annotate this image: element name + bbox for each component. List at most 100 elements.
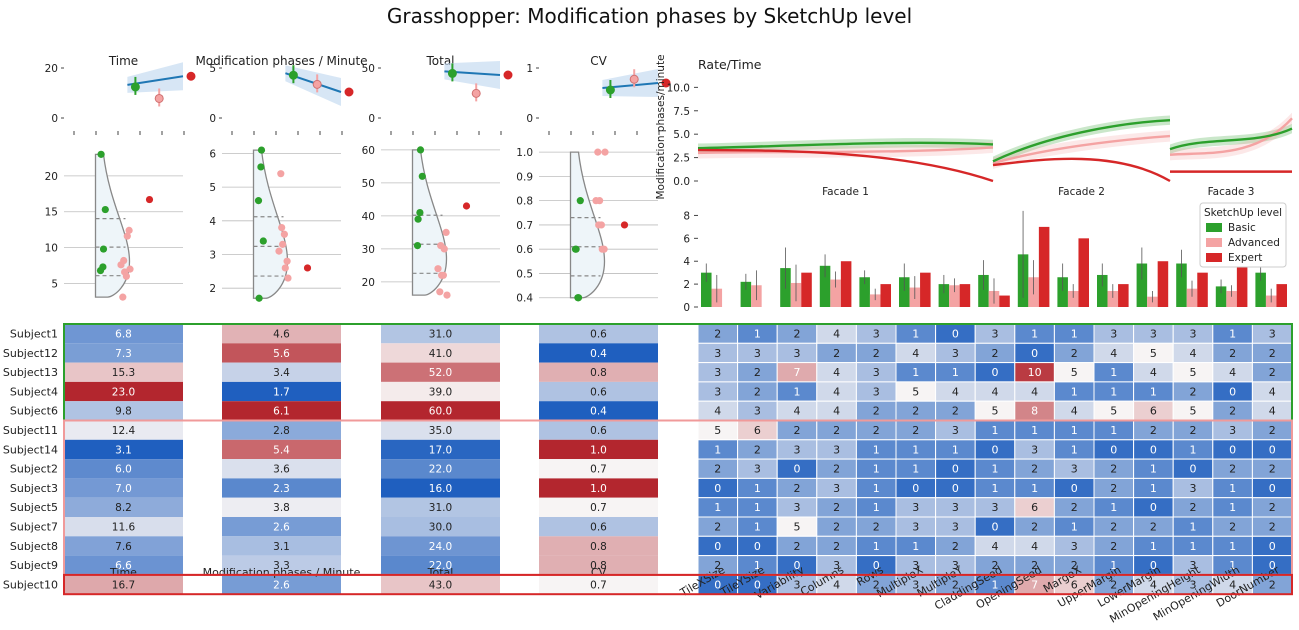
param-cell-value: 0 xyxy=(1269,443,1276,456)
param-cell-value: 4 xyxy=(833,578,840,591)
subject-point xyxy=(279,240,287,248)
facade-label: Facade 1 xyxy=(822,186,869,198)
param-cell-value: 1 xyxy=(754,521,761,534)
subject-point xyxy=(598,245,606,253)
subject-point xyxy=(416,146,425,154)
param-cell-value: 0 xyxy=(714,482,721,495)
param-cell-value: 2 xyxy=(794,424,801,437)
param-cell-value: 3 xyxy=(714,366,721,379)
rate-ytick-label: 10.0 xyxy=(667,82,690,94)
param-cell-value: 0 xyxy=(794,559,801,572)
heatmap-cell xyxy=(222,574,341,595)
param-cell-value: 6 xyxy=(1031,501,1038,514)
param-cell-value: 5 xyxy=(992,405,999,418)
heatmap-cell xyxy=(381,362,500,382)
heatmap-cell-value: 7.0 xyxy=(115,483,132,495)
heatmap-cell-value: 24.0 xyxy=(429,541,452,553)
top-ytick-label: 20 xyxy=(45,63,58,75)
param-cell-value: 0 xyxy=(873,559,880,572)
param-cell-value: 5 xyxy=(1190,366,1197,379)
heatmap-cell xyxy=(64,362,183,382)
heatmap-cell xyxy=(64,555,183,575)
heatmap-cell xyxy=(222,343,341,363)
bar-basic xyxy=(701,272,712,307)
rate-line-advanced xyxy=(992,134,1171,165)
subject-point xyxy=(414,215,422,223)
bar-expert xyxy=(920,272,931,307)
heatmap-cell xyxy=(539,401,658,421)
param-cell-value: 1 xyxy=(952,443,959,456)
param-cell-value: 3 xyxy=(1110,328,1117,341)
subject-label: Subject12 xyxy=(3,347,58,360)
param-cell-value: 4 xyxy=(1229,366,1236,379)
param-cell-value: 0 xyxy=(1110,443,1117,456)
subject-label: Subject14 xyxy=(3,443,58,456)
param-cell-value: 5 xyxy=(1150,347,1157,360)
subject-label: Subject7 xyxy=(10,521,58,534)
subject-point xyxy=(462,202,471,210)
param-cell-value: 1 xyxy=(714,443,721,456)
heatmap-cell xyxy=(222,381,341,402)
param-cell-value: 2 xyxy=(1229,347,1236,360)
param-cell-value: 6 xyxy=(754,424,761,437)
param-cell-value: 1 xyxy=(754,328,761,341)
violin-ytick-label: 0.6 xyxy=(516,244,533,256)
legend-label: Advanced xyxy=(1228,237,1280,249)
top-ytick-label: 0 xyxy=(209,113,216,125)
bar-expert xyxy=(999,295,1010,307)
param-cell-value: 3 xyxy=(1190,578,1197,591)
param-cell-value: 3 xyxy=(1150,328,1157,341)
subject-point xyxy=(99,263,107,271)
param-cell-value: 4 xyxy=(1229,578,1236,591)
param-cell-value: 0 xyxy=(952,463,959,476)
param-cell-value: 2 xyxy=(833,424,840,437)
param-cell-value: 3 xyxy=(794,578,801,591)
param-cell-value: 3 xyxy=(833,482,840,495)
param-cell-value: 4 xyxy=(833,385,840,398)
param-cell-value: 2 xyxy=(1269,501,1276,514)
param-cell-value: 2 xyxy=(1269,463,1276,476)
heatmap-cell-value: 3.3 xyxy=(273,560,290,572)
heatmap-cell xyxy=(222,439,341,460)
param-cell-value: 2 xyxy=(952,540,959,553)
heatmap-cell-value: 3.4 xyxy=(273,367,290,379)
group-mean-point xyxy=(186,71,196,81)
heatmap-cell-value: 5.4 xyxy=(273,444,290,456)
param-cell-value: 0 xyxy=(754,578,761,591)
heatmap-cell xyxy=(222,555,341,575)
heatmap-cell-value: 0.6 xyxy=(590,386,607,398)
heatmap-cell-value: 3.6 xyxy=(273,464,290,476)
param-cell-value: 0 xyxy=(1229,385,1236,398)
param-cell-value: 3 xyxy=(992,501,999,514)
param-cell-value: 3 xyxy=(1229,424,1236,437)
param-cell-value: 6 xyxy=(1071,578,1078,591)
heatmap-cell xyxy=(222,517,341,537)
heatmap-cell xyxy=(539,478,658,498)
param-cell-value: 1 xyxy=(1229,540,1236,553)
heatmap-cell-value: 3.1 xyxy=(273,541,290,553)
violin-ytick-label: 15 xyxy=(45,207,58,219)
heatmap-cell-value: 17.0 xyxy=(429,444,452,456)
regression-band xyxy=(127,62,183,93)
heatmap-cell-value: 7.3 xyxy=(115,348,132,360)
bar-basic xyxy=(1057,277,1068,307)
param-cell-value: 3 xyxy=(794,501,801,514)
param-cell-value: 2 xyxy=(833,540,840,553)
param-cell-value: 4 xyxy=(992,540,999,553)
heatmap-cell xyxy=(539,536,658,556)
bar-expert xyxy=(1197,272,1208,307)
param-cell-value: 1 xyxy=(1229,482,1236,495)
param-cell-value: 4 xyxy=(1031,385,1038,398)
param-cell-value: 2 xyxy=(1269,347,1276,360)
param-cell-value: 4 xyxy=(1110,347,1117,360)
bar-ytick-label: 4 xyxy=(683,256,690,268)
param-cell-value: 1 xyxy=(1071,328,1078,341)
heatmap-cell xyxy=(381,439,500,460)
heatmap-cell xyxy=(539,517,658,537)
param-cell-value: 4 xyxy=(952,385,959,398)
param-cell-value: 2 xyxy=(1229,521,1236,534)
heatmap-cell-value: 9.8 xyxy=(115,406,132,418)
bar-advanced xyxy=(1226,290,1237,307)
subject-point xyxy=(576,197,584,205)
param-cell-value: 3 xyxy=(873,385,880,398)
